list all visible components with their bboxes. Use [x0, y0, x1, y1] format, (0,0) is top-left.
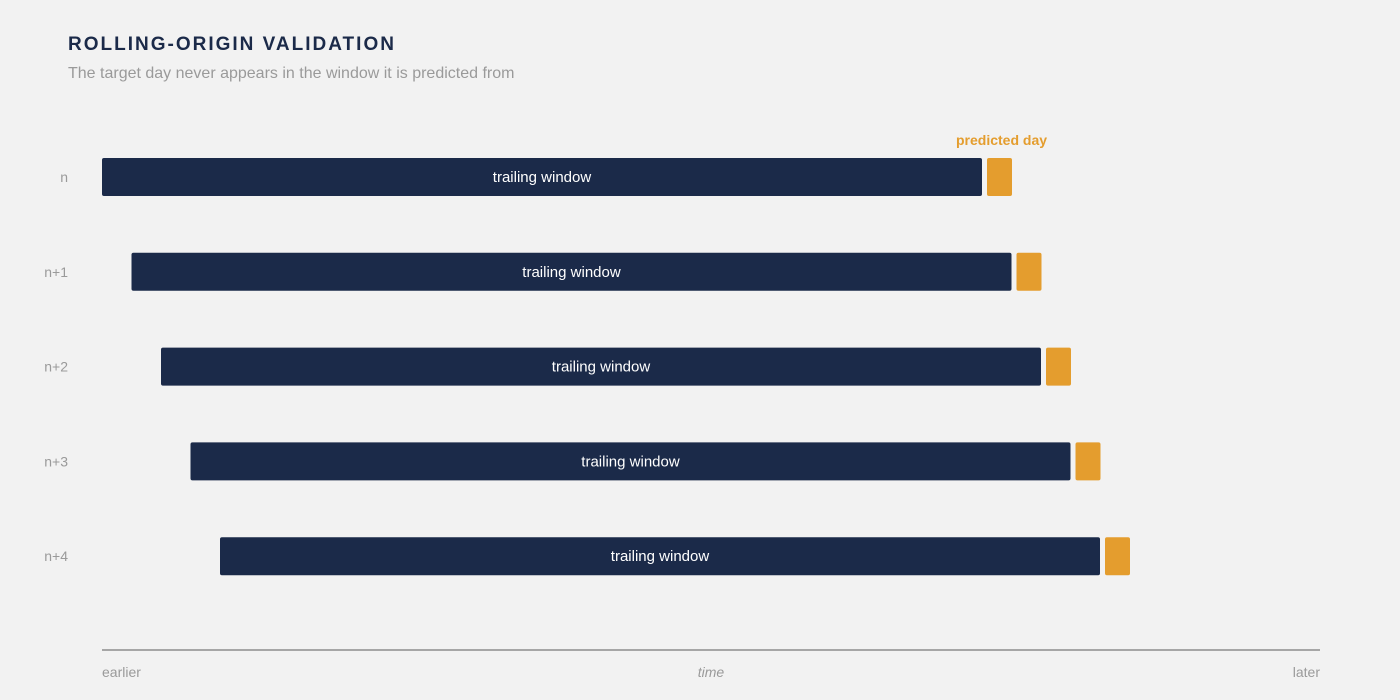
trailing-window-bar [220, 537, 1100, 576]
diagram-title: ROLLING-ORIGIN VALIDATION [68, 34, 396, 55]
row-label: n+1 [44, 264, 68, 280]
rows-group: n trailing window n+1 trailing window n+2 tra… [44, 158, 1130, 576]
row-label: n+4 [44, 548, 68, 564]
predicted-day-block [1105, 537, 1130, 576]
row-label: n+3 [44, 453, 68, 469]
trailing-window-bar [131, 252, 1012, 291]
predicted-day-block [1075, 442, 1101, 481]
trailing-window-label: trailing window [611, 548, 710, 565]
trailing-window-label: trailing window [522, 264, 621, 281]
trailing-window-bar [190, 442, 1071, 481]
row-label: n+2 [44, 359, 68, 375]
diagram-subtitle: The target day never appears in the wind… [68, 65, 515, 82]
row-label: n [60, 169, 68, 185]
trailing-window-label: trailing window [581, 453, 680, 470]
trailing-window-label: trailing window [552, 359, 651, 376]
trailing-window-label: trailing window [493, 169, 592, 186]
axis-start-label: earlier [102, 664, 141, 680]
predicted-day-block [1016, 252, 1042, 291]
predicted-day-block [987, 158, 1012, 196]
axis-end-label: later [1293, 664, 1321, 680]
trailing-window-bar [161, 347, 1041, 386]
predicted-day-block [1046, 347, 1071, 386]
trailing-window-bar [102, 158, 982, 196]
predicted-day-label: predicted day [956, 132, 1047, 148]
axis-middle-label: time [698, 664, 725, 680]
